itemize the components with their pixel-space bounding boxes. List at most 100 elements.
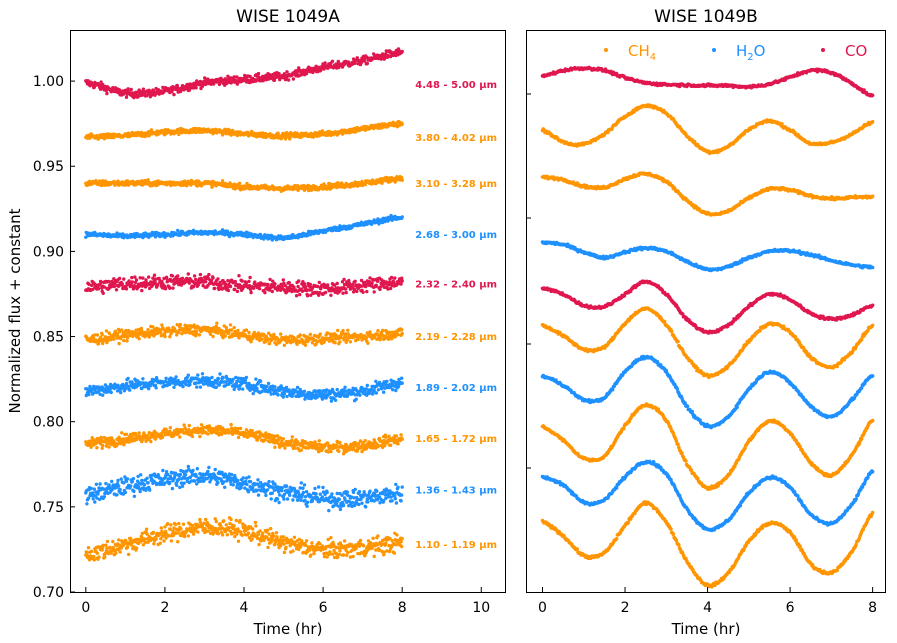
data-point xyxy=(122,338,126,343)
data-point xyxy=(228,284,233,289)
data-point xyxy=(284,385,289,390)
data-point xyxy=(337,449,341,453)
data-point xyxy=(256,71,261,76)
data-point xyxy=(244,328,249,332)
data-point xyxy=(114,288,119,292)
data-point xyxy=(333,341,337,345)
data-point xyxy=(365,61,369,66)
data-point xyxy=(342,277,346,282)
data-point xyxy=(92,487,97,491)
data-point xyxy=(182,423,186,427)
data-point xyxy=(157,88,161,92)
data-point xyxy=(270,289,274,294)
data-point xyxy=(285,70,289,74)
data-point xyxy=(396,333,400,337)
data-point xyxy=(282,343,287,347)
data-point xyxy=(213,286,217,291)
data-point xyxy=(120,282,125,286)
data-point xyxy=(190,130,194,134)
data-point xyxy=(89,445,93,449)
data-point xyxy=(197,333,202,337)
data-point xyxy=(258,379,263,383)
data-point xyxy=(305,294,310,298)
data-point xyxy=(137,431,141,435)
data-point xyxy=(281,395,285,399)
data-point xyxy=(171,286,175,290)
data-point xyxy=(338,440,342,445)
data-point xyxy=(363,59,367,63)
data-point xyxy=(310,441,314,445)
data-point xyxy=(93,500,97,504)
data-point xyxy=(236,435,241,440)
data-point xyxy=(170,274,175,278)
data-point xyxy=(276,393,280,397)
data-point xyxy=(218,372,222,376)
data-point xyxy=(115,493,119,497)
data-point xyxy=(374,391,378,395)
data-point xyxy=(138,489,142,494)
data-point xyxy=(161,468,165,473)
data-point xyxy=(240,279,244,283)
data-point xyxy=(232,75,236,79)
data-point xyxy=(344,290,348,295)
data-point xyxy=(378,336,383,340)
series-7-ch4 xyxy=(84,422,404,456)
data-point xyxy=(160,435,165,440)
data-point xyxy=(194,277,198,282)
data-point xyxy=(124,287,129,291)
data-point xyxy=(400,376,404,380)
data-point xyxy=(118,487,122,492)
data-point xyxy=(120,328,124,332)
data-point xyxy=(354,397,358,401)
data-point xyxy=(141,276,145,280)
data-point xyxy=(215,321,219,325)
data-point xyxy=(130,275,134,280)
data-point xyxy=(119,390,123,395)
data-point xyxy=(255,78,259,82)
data-point xyxy=(129,87,133,92)
data-point xyxy=(370,281,374,285)
data-point xyxy=(338,340,342,344)
data-point xyxy=(232,325,236,330)
data-point xyxy=(122,277,126,281)
data-point xyxy=(216,376,221,381)
data-point xyxy=(139,473,143,477)
data-point xyxy=(191,86,196,90)
data-point xyxy=(380,328,385,333)
data-point xyxy=(348,340,353,344)
data-point xyxy=(148,488,152,492)
data-point xyxy=(347,278,351,283)
data-point xyxy=(257,287,262,291)
data-point xyxy=(296,284,300,289)
data-point xyxy=(365,289,369,294)
data-point xyxy=(279,137,283,141)
data-point xyxy=(336,328,340,333)
data-point xyxy=(163,334,167,339)
data-point xyxy=(98,482,102,486)
data-point xyxy=(152,273,157,277)
data-point xyxy=(385,379,389,384)
data-point xyxy=(355,56,359,60)
data-point xyxy=(263,290,267,295)
data-point xyxy=(124,95,129,100)
data-point xyxy=(100,333,104,337)
data-point xyxy=(255,386,259,390)
data-point xyxy=(400,437,404,441)
data-point xyxy=(186,272,190,276)
data-point xyxy=(361,290,365,294)
data-point xyxy=(145,476,149,480)
data-point xyxy=(211,334,215,339)
data-point xyxy=(384,52,388,56)
data-point xyxy=(233,279,237,284)
data-point xyxy=(286,78,291,82)
data-point xyxy=(374,283,378,287)
data-point xyxy=(287,280,291,285)
data-point xyxy=(95,333,100,337)
data-point xyxy=(273,385,277,389)
data-point xyxy=(329,293,333,297)
data-point xyxy=(238,426,243,431)
data-point xyxy=(244,375,249,380)
data-point xyxy=(178,435,182,439)
data-point xyxy=(266,381,271,386)
data-point xyxy=(102,435,107,440)
